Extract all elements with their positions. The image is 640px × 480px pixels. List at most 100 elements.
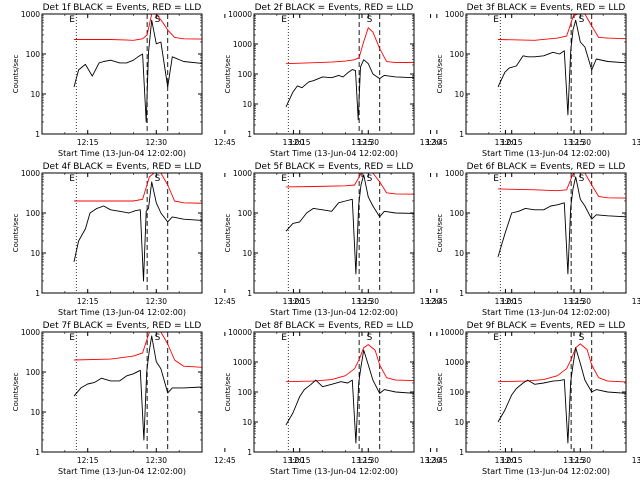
x-tick-label: 12:45: [426, 138, 448, 147]
y-tick-label: 100: [450, 388, 465, 397]
y-tick-label: 1: [35, 130, 40, 139]
marker-s-label: S: [367, 174, 373, 184]
y-tick-label: 100: [450, 50, 465, 59]
x-axis-label: Start Time (13-Jun-04 12:02:00): [58, 308, 186, 317]
y-axis-label: Counts/sec: [436, 214, 444, 253]
plot-area: [73, 332, 202, 452]
x-tick-label: 12:15: [289, 456, 311, 465]
y-tick-label: 1000: [233, 169, 252, 178]
plot-frame: [41, 13, 203, 135]
y-tick-label: 1000: [445, 358, 464, 367]
x-axis-label: Start Time (13-Jun-04 12:02:00): [482, 308, 610, 317]
x-tick-label: 12:30: [357, 138, 379, 147]
y-tick-label: 1000: [445, 169, 464, 178]
panel-det-1f: Det 1f BLACK = Events, RED = LLD Counts/s…: [12, 3, 442, 158]
marker-s-label: S: [579, 15, 585, 25]
plot-frame: [41, 172, 203, 294]
panel-det-7f: Det 7f BLACK = Events, RED = LLD Counts/s…: [12, 321, 442, 476]
panel-title: Det 3f BLACK = Events, RED = LLD: [467, 3, 626, 13]
plot-frame: [465, 172, 627, 294]
y-axis-label: Counts/sec: [12, 214, 20, 253]
x-tick-label: 12:15: [501, 297, 523, 306]
lld-series-line: [497, 173, 626, 199]
x-tick-label: 13:15: [351, 297, 373, 306]
x-tick-label: 12:30: [569, 456, 591, 465]
x-tick-label: 12:45: [214, 138, 236, 147]
y-tick-label: 10: [242, 418, 252, 427]
marker-s-label: S: [155, 174, 161, 184]
y-tick-label: 10: [454, 418, 464, 427]
x-tick-label: 12:45: [638, 297, 640, 306]
x-tick-label: 12:15: [77, 456, 99, 465]
marker-e-start-label: E: [281, 333, 287, 343]
x-tick-label: 13:00: [495, 138, 517, 147]
x-tick-label: 13:00: [283, 297, 305, 306]
x-tick-label: 13:00: [495, 456, 517, 465]
panel-title: Det 7f BLACK = Events, RED = LLD: [43, 321, 202, 331]
x-axis-label: Start Time (13-Jun-04 12:02:00): [58, 149, 186, 158]
y-tick-label: 1: [35, 448, 40, 457]
plot-area: [73, 14, 202, 134]
x-tick-label: 12:15: [501, 456, 523, 465]
plot-area: [497, 14, 626, 134]
marker-s-label: S: [579, 333, 585, 343]
y-tick-label: 100: [26, 209, 41, 218]
plot-area: [285, 173, 414, 293]
y-tick-label: 10: [454, 90, 464, 99]
x-tick-label: 12:30: [357, 297, 379, 306]
lld-series-line: [497, 343, 626, 383]
plot-area: [497, 173, 626, 293]
y-axis-label: Counts/sec: [224, 55, 232, 94]
y-axis-label: Counts/sec: [12, 55, 20, 94]
y-tick-label: 1000: [233, 40, 252, 49]
y-tick-label: 100: [450, 209, 465, 218]
y-tick-label: 1000: [21, 169, 40, 178]
plot-area: [285, 14, 414, 134]
panel-title: Det 8f BLACK = Events, RED = LLD: [255, 321, 414, 331]
x-tick-label: 12:15: [77, 297, 99, 306]
marker-e-start-label: E: [69, 333, 75, 343]
x-tick-label: 12:15: [77, 138, 99, 147]
y-tick-label: 10000: [228, 328, 252, 337]
x-axis-label: Start Time (13-Jun-04 12:02:00): [482, 467, 610, 476]
events-series-line: [497, 347, 626, 444]
x-axis-label: Start Time (13-Jun-04 12:02:00): [270, 149, 398, 158]
panel-det-2f: Det 2f BLACK = Events, RED = LLD Counts/s…: [224, 3, 640, 158]
y-tick-label: 10: [30, 249, 40, 258]
lld-series-line: [285, 344, 414, 383]
x-tick-label: 13:30: [420, 456, 442, 465]
y-axis-label: Counts/sec: [12, 373, 20, 412]
x-tick-label: 12:30: [145, 456, 167, 465]
x-tick-label: 12:45: [638, 456, 640, 465]
marker-s-label: S: [155, 15, 161, 25]
y-tick-label: 100: [238, 209, 253, 218]
panel-title: Det 4f BLACK = Events, RED = LLD: [43, 162, 202, 172]
y-tick-label: 1: [459, 130, 464, 139]
plot-frame: [465, 13, 627, 135]
x-tick-label: 13:00: [283, 138, 305, 147]
x-tick-label: 13:30: [632, 138, 640, 147]
x-tick-label: 12:30: [569, 138, 591, 147]
events-series-line: [497, 19, 626, 116]
y-axis-label: Counts/sec: [436, 55, 444, 94]
marker-s-label: S: [367, 15, 373, 25]
x-tick-label: 12:45: [426, 456, 448, 465]
events-series-line: [285, 349, 414, 444]
x-axis-label: Start Time (13-Jun-04 12:02:00): [270, 308, 398, 317]
lld-series-line: [285, 27, 414, 65]
panel-title: Det 5f BLACK = Events, RED = LLD: [255, 162, 414, 172]
y-tick-label: 1: [247, 448, 252, 457]
plot-frame: [41, 331, 203, 453]
events-series-line: [497, 176, 626, 275]
y-axis-label: Counts/sec: [224, 214, 232, 253]
lld-series-line: [497, 14, 626, 41]
events-series-line: [73, 181, 202, 282]
marker-e-start-label: E: [69, 15, 75, 25]
panel-det-8f: Det 8f BLACK = Events, RED = LLD Counts/s…: [224, 321, 640, 476]
x-axis-label: Start Time (13-Jun-04 12:02:00): [270, 467, 398, 476]
x-tick-label: 12:30: [145, 138, 167, 147]
y-tick-label: 10: [242, 249, 252, 258]
x-tick-label: 12:15: [289, 138, 311, 147]
